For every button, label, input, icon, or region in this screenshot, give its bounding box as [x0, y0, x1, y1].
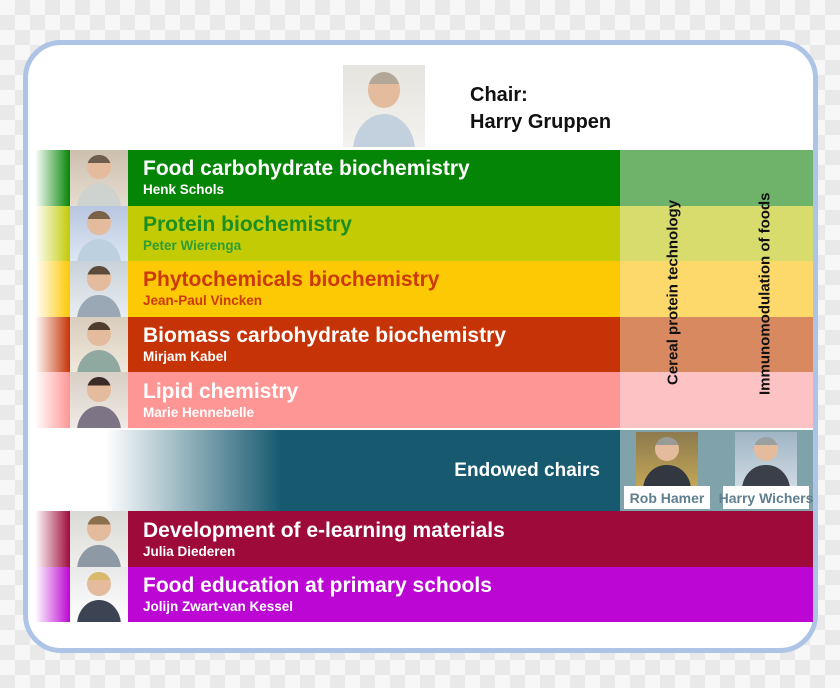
group-bar: Food carbohydrate biochemistry Henk Scho… [128, 150, 620, 206]
chair-heading: Chair: Harry Gruppen [470, 82, 611, 136]
education-leader: Jolijn Zwart-van Kessel [143, 599, 294, 614]
group-row-biomass: Biomass carbohydrate biochemistry Mirjam… [35, 316, 813, 373]
photo-jolijn-zwart-van-kessel [70, 567, 128, 622]
group-title: Phytochemicals biochemistry [143, 268, 440, 292]
endowed-chairs-label: Endowed chairs [454, 459, 600, 481]
group-title: Protein biochemistry [143, 212, 352, 236]
group-bar: Biomass carbohydrate biochemistry Mirjam… [128, 316, 620, 373]
group-leader: Mirjam Kabel [143, 349, 228, 365]
education-title: Development of e-learning materials [143, 518, 505, 542]
education-leader: Julia Diederen [143, 543, 236, 559]
education-row-primary-schools: Food education at primary schools Jolijn… [35, 567, 813, 622]
research-groups: Food carbohydrate biochemistry Henk Scho… [35, 150, 813, 428]
group-leader: Peter Wierenga [143, 237, 242, 253]
group-bar: Phytochemicals biochemistry Jean-Paul Vi… [128, 261, 620, 317]
group-row-phytochemicals: Phytochemicals biochemistry Jean-Paul Vi… [35, 261, 813, 317]
education-row-elearning: Development of e-learning materials Juli… [35, 511, 813, 567]
row-gradient [35, 511, 70, 567]
cross-program-label-immuno: Immunomodulation of foods [756, 192, 774, 396]
row-gradient [35, 316, 70, 373]
group-row-lipid: Lipid chemistry Marie Hennebelle [35, 372, 813, 428]
cross-program-strip [620, 205, 813, 262]
photo-marie-hennebelle [70, 372, 128, 428]
endowed-chairs-bar: Endowed chairs [35, 430, 620, 511]
group-title: Lipid chemistry [143, 379, 299, 403]
row-gradient [35, 205, 70, 262]
cross-program-label-cereal: Cereal protein technology [664, 199, 682, 385]
photo-harry-wichers [735, 432, 797, 487]
cross-program-strip [620, 372, 813, 428]
photo-harry-gruppen [343, 65, 425, 147]
row-gradient [35, 567, 70, 622]
endowed-chair-harry-wichers: Harry Wichers [719, 430, 813, 511]
row-gradient [35, 261, 70, 317]
cross-program-strip [620, 316, 813, 373]
group-bar: Protein biochemistry Peter Wierenga [128, 205, 620, 262]
row-gradient [35, 372, 70, 428]
cross-program-strip [620, 150, 813, 206]
chair-name: Harry Gruppen [470, 111, 612, 133]
group-bar: Lipid chemistry Marie Hennebelle [128, 372, 620, 428]
row-gradient [35, 150, 70, 206]
endowed-chair-name: Harry Wichers [719, 486, 813, 509]
group-title: Food carbohydrate biochemistry [143, 157, 470, 181]
photo-julia-diederen [70, 511, 128, 567]
photo-mirjam-kabel [70, 316, 128, 373]
education-bar: Development of e-learning materials Juli… [128, 511, 813, 567]
group-title: Biomass carbohydrate biochemistry [143, 324, 506, 348]
group-leader: Marie Hennebelle [143, 404, 255, 420]
photo-peter-wierenga [70, 205, 128, 262]
chair-label: Chair: [470, 84, 528, 106]
photo-rob-hamer [636, 432, 698, 487]
group-row-food-carbohydrate: Food carbohydrate biochemistry Henk Scho… [35, 150, 813, 206]
endowed-chair-name: Rob Hamer [624, 486, 710, 509]
group-leader: Jean-Paul Vincken [143, 293, 263, 309]
endowed-chair-cards: Rob Hamer Harry Wichers [620, 430, 813, 511]
education-title: Food education at primary schools [143, 574, 492, 597]
group-row-protein: Protein biochemistry Peter Wierenga [35, 205, 813, 262]
education-bar: Food education at primary schools Jolijn… [128, 567, 813, 622]
cross-program-strip [620, 261, 813, 317]
endowed-chair-rob-hamer: Rob Hamer [620, 430, 714, 511]
endowed-chairs-row: Endowed chairs Rob Hamer Harry Wichers [35, 430, 813, 511]
photo-jean-paul-vincken [70, 261, 128, 317]
photo-henk-schols [70, 150, 128, 206]
group-leader: Henk Schols [143, 182, 225, 198]
